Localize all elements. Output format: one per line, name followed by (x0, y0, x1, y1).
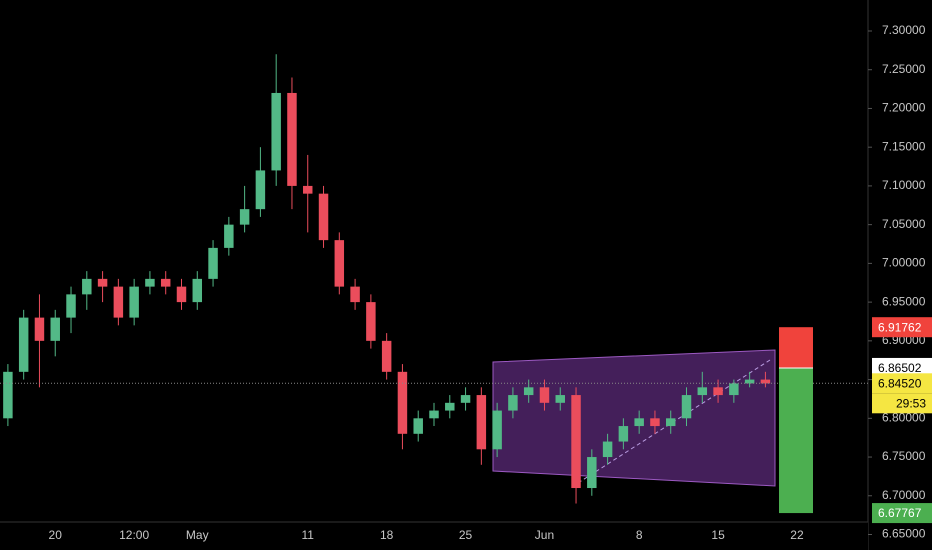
candle-body (82, 278, 92, 295)
candle-body (555, 395, 565, 403)
x-tick-label: 25 (459, 528, 473, 542)
time-axis (0, 522, 868, 550)
entry-price-label: 6.86502 (878, 361, 922, 375)
last-price-label: 6.84520 (878, 376, 922, 390)
x-tick-label: 18 (380, 528, 394, 542)
stop-zone (779, 327, 813, 368)
candle-body (366, 302, 376, 341)
candle-body (634, 418, 644, 427)
candle-body (539, 387, 550, 403)
candle-body (602, 441, 613, 458)
candle-body (3, 371, 13, 419)
candle-body (192, 278, 203, 303)
candle-body (744, 379, 755, 384)
candle-body (381, 340, 392, 372)
y-tick-label: 6.75000 (882, 449, 926, 463)
x-tick-label: 15 (711, 528, 725, 542)
candle-body (287, 92, 297, 186)
candle-body (18, 317, 29, 372)
candle-body (760, 379, 771, 384)
candle-body (445, 402, 455, 411)
target-price-label: 6.67767 (878, 506, 922, 520)
candle-body (34, 317, 45, 341)
candle-body (176, 286, 187, 303)
candle-body (239, 209, 250, 225)
y-tick-label: 7.00000 (882, 256, 926, 270)
candle-body (66, 294, 76, 318)
target-zone (779, 367, 813, 514)
stop-price-label: 6.91762 (878, 320, 922, 334)
y-tick-label: 7.05000 (882, 217, 926, 231)
target-price-badge (872, 503, 932, 524)
candle-body (303, 185, 313, 194)
x-tick-label: 22 (790, 528, 804, 542)
candle-body (508, 395, 518, 411)
candle-body (587, 457, 597, 489)
y-tick-label: 6.70000 (882, 488, 926, 502)
last-price-badge (872, 373, 932, 394)
x-tick-label: May (186, 528, 209, 542)
candle-body (145, 278, 155, 287)
candle-body (160, 278, 171, 287)
candle-body (413, 418, 423, 434)
x-tick-label: 11 (302, 528, 315, 542)
x-tick-label: Jun (535, 528, 554, 542)
candle-body (50, 317, 60, 341)
candle-body (113, 286, 124, 318)
candle-body (129, 286, 139, 318)
candle-body (523, 387, 534, 396)
y-tick-label: 6.95000 (882, 294, 926, 308)
candle-body (208, 247, 218, 279)
candle-body (571, 395, 581, 489)
candle-body (318, 193, 329, 241)
y-tick-label: 7.15000 (882, 139, 926, 153)
candle-body (224, 224, 234, 248)
candle-body (681, 395, 692, 419)
x-tick-label: 12:00 (119, 528, 149, 542)
y-tick-label: 7.10000 (882, 178, 926, 192)
x-tick-label: 8 (636, 528, 643, 542)
candle-body (255, 170, 266, 210)
candle-body (334, 240, 345, 287)
candle-body (350, 286, 360, 303)
candle-body (697, 387, 708, 396)
candle-body (492, 410, 502, 450)
pattern-zone (492, 349, 776, 487)
entry-price-badge (872, 357, 932, 378)
candle-body (460, 395, 471, 403)
x-tick-label: 20 (49, 528, 63, 542)
candle-body (650, 418, 660, 427)
y-tick-label: 7.30000 (882, 23, 926, 37)
candle-body (476, 395, 487, 450)
y-tick-label: 7.25000 (882, 62, 926, 76)
candle-body (713, 387, 723, 396)
candle-body (97, 278, 108, 287)
y-tick-label: 7.20000 (882, 101, 926, 115)
candle-body (397, 371, 408, 434)
candle-body (729, 383, 739, 396)
countdown-badge (872, 393, 932, 414)
candle-body (618, 426, 629, 442)
countdown: 29:53 (896, 396, 926, 410)
candle-body (271, 92, 281, 171)
y-tick-label: 6.80000 (882, 410, 926, 424)
candle-body (429, 410, 439, 419)
stop-price-badge (872, 317, 932, 338)
y-tick-label: 6.65000 (882, 527, 926, 541)
candle-body (665, 418, 676, 427)
